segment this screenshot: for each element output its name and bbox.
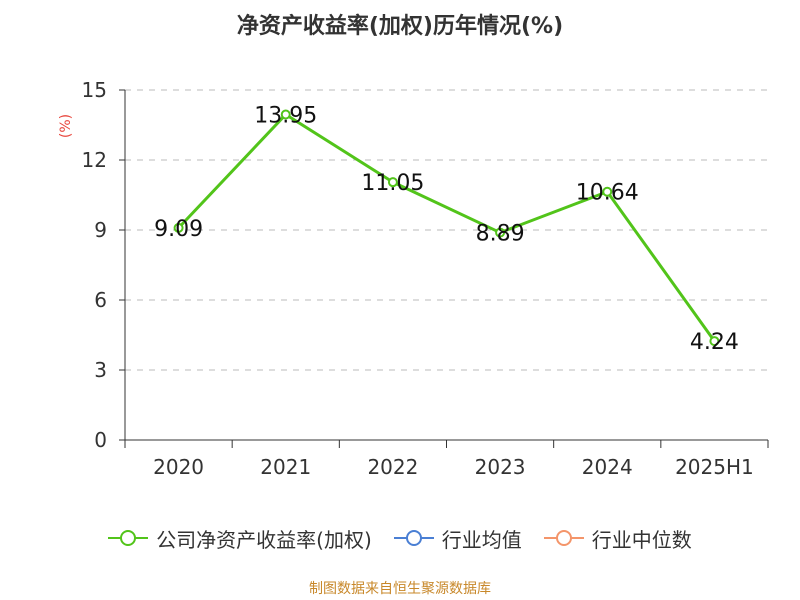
- x-tick-label: 2021: [260, 455, 311, 479]
- data-point: [495, 227, 506, 238]
- y-tick-label: 6: [94, 288, 107, 312]
- legend-item-company[interactable]: 公司净资产收益率(加权): [108, 524, 372, 553]
- data-point: [602, 186, 613, 197]
- data-point: [709, 336, 720, 347]
- data-point: [173, 222, 184, 233]
- data-point: [387, 177, 398, 188]
- legend-label-company: 公司净资产收益率(加权): [156, 527, 372, 552]
- line-chart: 0 3 6 9 12 15 (%) 2020 2021 2022 2023 2024 2025H1 9.0…: [58, 78, 769, 479]
- line-circle-icon: [108, 530, 149, 546]
- x-tick-label: 2025H1: [675, 455, 754, 479]
- y-tick-label: 9: [94, 218, 107, 242]
- data-label: 8.89: [476, 222, 525, 247]
- legend: 公司净资产收益率(加权) 行业均值 行业中位数: [0, 520, 800, 556]
- y-tick-label: 3: [94, 358, 107, 382]
- y-tick-label: 12: [82, 148, 107, 172]
- data-point: [280, 109, 291, 120]
- x-tick-label: 2020: [153, 455, 204, 479]
- legend-item-industry-median[interactable]: 行业中位数: [543, 524, 692, 553]
- data-source-note: 制图数据来自恒生聚源数据库: [309, 581, 491, 597]
- y-axis-label: (%): [58, 114, 74, 138]
- line-circle-icon: [393, 530, 434, 546]
- data-label: 13.95: [254, 104, 317, 129]
- chart-title: 净资产收益率(加权)历年情况(%): [236, 14, 564, 39]
- x-tick-label: 2022: [367, 455, 418, 479]
- legend-item-industry-average[interactable]: 行业均值: [393, 524, 522, 553]
- data-label: 10.64: [576, 181, 639, 206]
- y-tick-label: 15: [82, 78, 107, 102]
- x-tick-label: 2023: [475, 455, 526, 479]
- y-tick-label: 0: [94, 428, 107, 452]
- series-line: [177, 113, 716, 342]
- data-label: 11.05: [361, 171, 424, 196]
- data-label: 9.09: [154, 217, 203, 242]
- data-label: 4.24: [690, 330, 739, 355]
- legend-label-industry-median: 行业中位数: [591, 527, 692, 552]
- legend-label-industry-average: 行业均值: [441, 527, 522, 552]
- line-circle-icon: [543, 530, 584, 546]
- x-tick-label: 2024: [582, 455, 633, 479]
